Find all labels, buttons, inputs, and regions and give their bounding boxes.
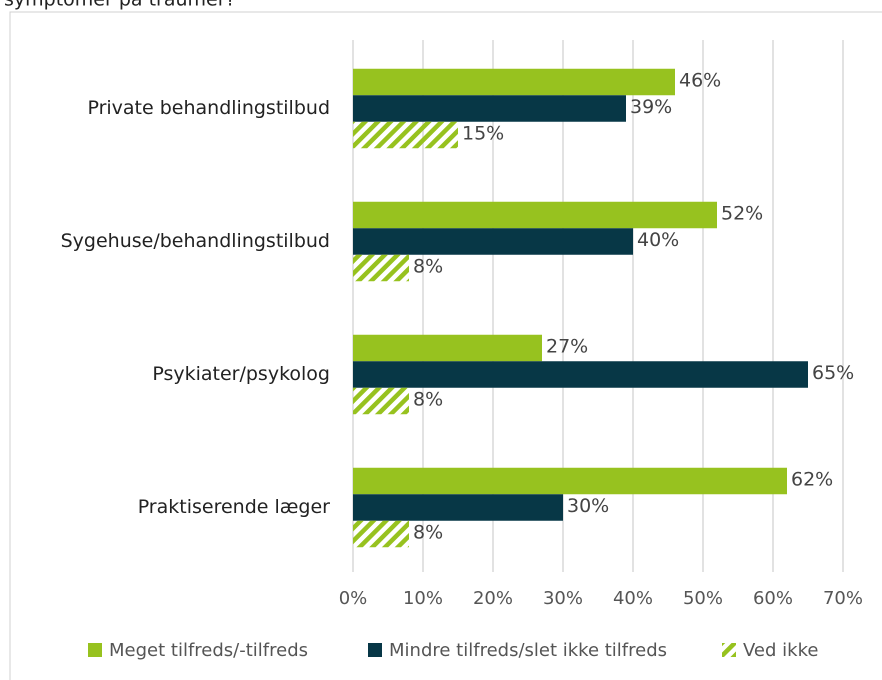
x-tick-label: 30% — [543, 588, 583, 609]
bar — [353, 334, 542, 362]
data-label: 40% — [637, 229, 679, 251]
legend-label: Ved ikke — [743, 640, 818, 661]
bar — [353, 467, 787, 495]
x-tick-label: 10% — [403, 588, 443, 609]
data-label: 39% — [630, 96, 672, 118]
bar — [353, 254, 409, 282]
data-label: 8% — [413, 256, 443, 278]
bar — [353, 520, 409, 548]
chart-title: symptomer på traumer? — [4, 0, 236, 11]
data-label: 27% — [546, 336, 588, 358]
legend-swatch — [368, 643, 382, 657]
bar — [353, 95, 626, 122]
x-tick-label: 40% — [613, 588, 653, 609]
x-tick-label: 20% — [473, 588, 513, 609]
legend-label: Meget tilfreds/-tilfreds — [109, 640, 308, 661]
x-tick-label: 50% — [683, 588, 723, 609]
x-tick-label: 70% — [823, 588, 863, 609]
frame — [9, 11, 882, 680]
bar — [353, 68, 675, 96]
bar — [353, 387, 409, 415]
data-label: 46% — [679, 70, 721, 92]
bar — [353, 201, 717, 229]
bar — [353, 121, 458, 149]
data-label: 30% — [567, 495, 609, 517]
x-tick-label: 60% — [753, 588, 793, 609]
data-label: 8% — [413, 522, 443, 544]
data-label: 8% — [413, 389, 443, 411]
bar — [353, 494, 563, 521]
bar — [353, 228, 633, 255]
legend-swatch — [722, 643, 736, 657]
category-label: Psykiater/psykolog — [152, 363, 330, 385]
legend-swatch — [88, 643, 102, 657]
category-label: Praktiserende læger — [138, 496, 330, 518]
data-label: 62% — [791, 469, 833, 491]
data-label: 15% — [462, 123, 504, 145]
data-label: 65% — [812, 362, 854, 384]
data-label: 52% — [721, 203, 763, 225]
legend-label: Mindre tilfreds/slet ikke tilfreds — [389, 640, 667, 661]
category-label: Sygehuse/behandlingstilbud — [61, 230, 330, 252]
category-label: Private behandlingstilbud — [87, 97, 330, 119]
x-tick-label: 0% — [339, 588, 368, 609]
bar — [353, 361, 808, 388]
